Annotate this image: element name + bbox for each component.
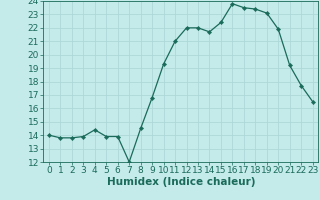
X-axis label: Humidex (Indice chaleur): Humidex (Indice chaleur) [107, 177, 255, 187]
